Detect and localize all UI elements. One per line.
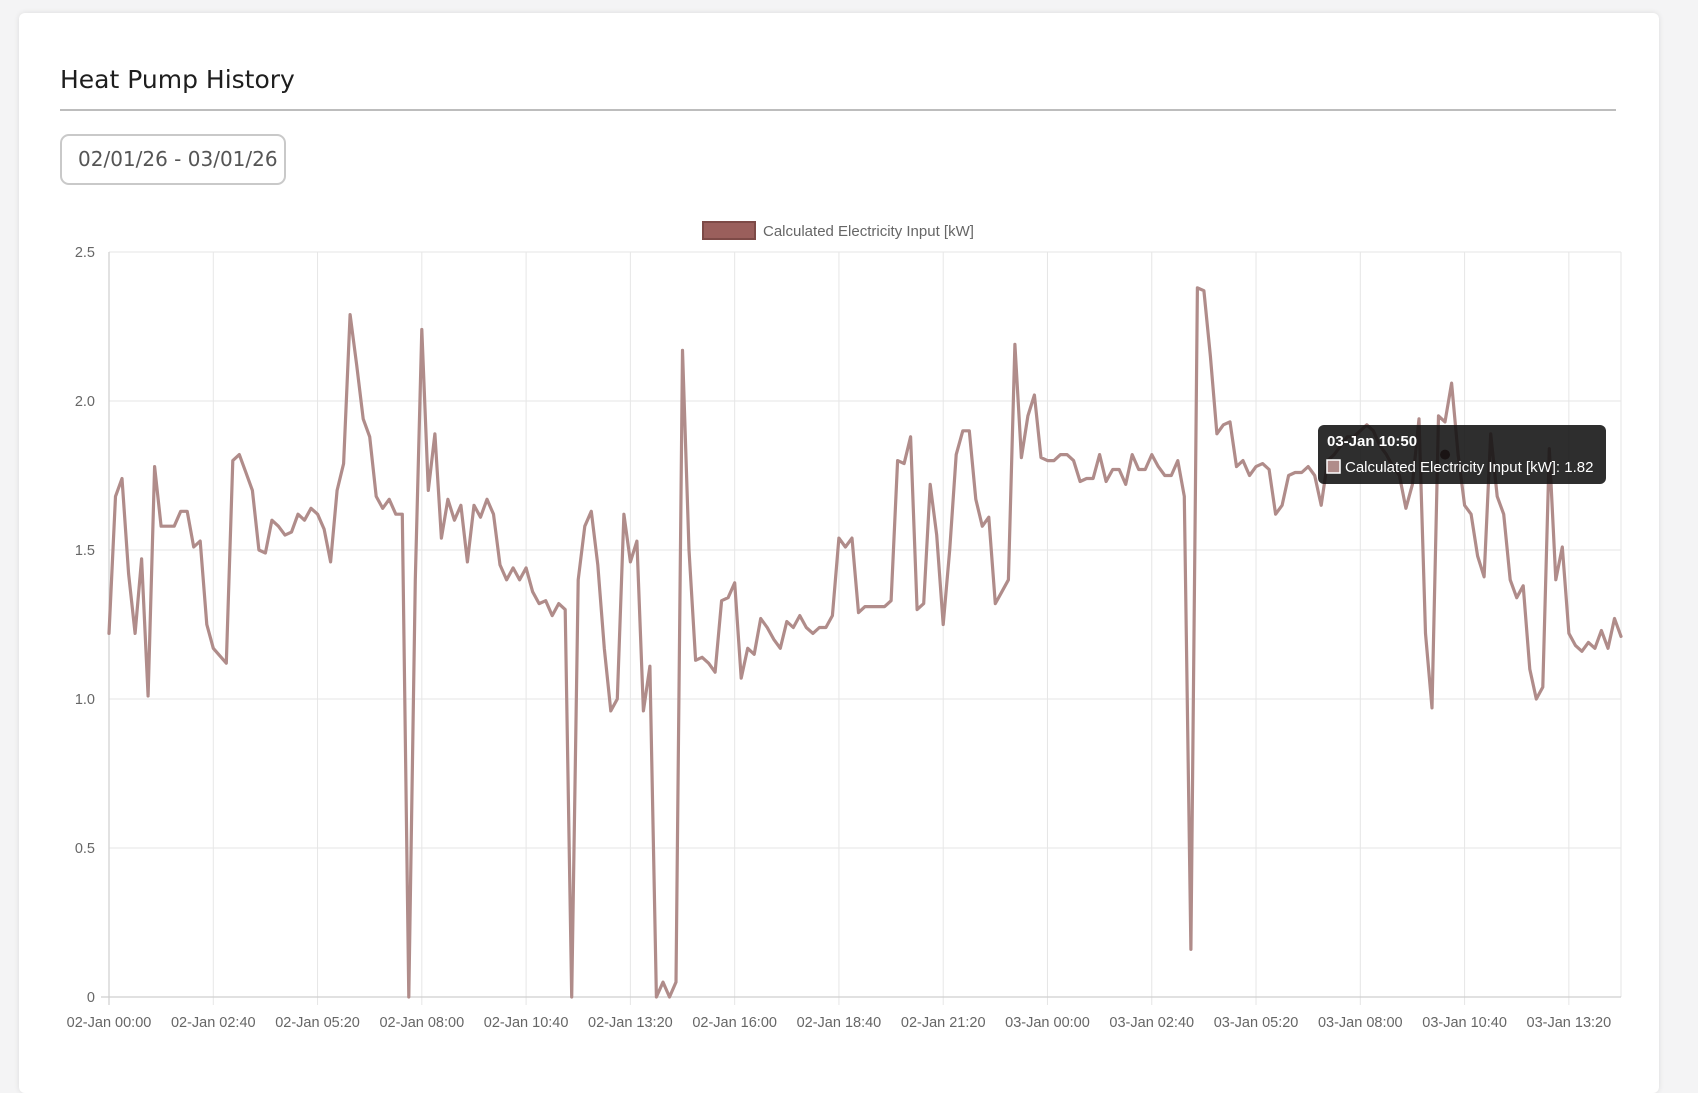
y-tick-label: 0 (87, 990, 95, 1006)
tooltip-label: Calculated Electricity Input [kW]: 1.82 (1345, 459, 1593, 476)
x-tick-label: 03-Jan 10:40 (1422, 1015, 1507, 1031)
series-layer (107, 286, 1623, 999)
title-divider (60, 109, 1616, 111)
x-tick-label: 03-Jan 02:40 (1109, 1015, 1194, 1031)
x-tick-label: 03-Jan 13:20 (1527, 1015, 1612, 1031)
x-tick-label: 02-Jan 18:40 (797, 1015, 882, 1031)
series-line[interactable] (107, 286, 1623, 999)
x-tick-label: 02-Jan 21:20 (901, 1015, 986, 1031)
x-tick-label: 02-Jan 13:20 (588, 1015, 673, 1031)
chart-grid (108, 251, 1622, 1005)
y-tick-label: 1.5 (75, 543, 95, 559)
chart-tooltip: 03-Jan 10:50 Calculated Electricity Inpu… (1318, 425, 1606, 484)
x-tick-label: 02-Jan 08:00 (379, 1015, 464, 1031)
x-tick-label: 03-Jan 08:00 (1318, 1015, 1403, 1031)
x-tick-label: 02-Jan 10:40 (484, 1015, 569, 1031)
y-tick-label: 2.5 (75, 245, 95, 261)
chart-legend[interactable]: Calculated Electricity Input [kW] (702, 221, 974, 240)
date-range-picker[interactable]: 02/01/26 - 03/01/26 (60, 134, 286, 185)
y-tick-label: 1.0 (75, 692, 95, 708)
x-tick-label: 02-Jan 16:00 (692, 1015, 777, 1031)
tooltip-background (1318, 425, 1606, 484)
legend-swatch[interactable] (702, 221, 756, 240)
legend-label[interactable]: Calculated Electricity Input [kW] (763, 223, 974, 240)
tooltip-title: 03-Jan 10:50 (1327, 433, 1417, 450)
page-title: Heat Pump History (60, 65, 295, 94)
x-tick-label: 03-Jan 00:00 (1005, 1015, 1090, 1031)
y-axis-ticks: 0 0.5 1.0 1.5 2.0 2.5 (75, 245, 95, 1006)
tooltip-swatch (1326, 459, 1341, 474)
x-tick-label: 03-Jan 05:20 (1214, 1015, 1299, 1031)
x-axis-ticks: 02-Jan 00:00 02-Jan 02:40 02-Jan 05:20 02-J… (67, 1015, 1612, 1031)
y-tick-label: 0.5 (75, 841, 95, 857)
x-tick-label: 02-Jan 05:20 (275, 1015, 360, 1031)
x-tick-label: 02-Jan 00:00 (67, 1015, 152, 1031)
y-tick-label: 2.0 (75, 394, 95, 410)
x-tick-label: 02-Jan 02:40 (171, 1015, 256, 1031)
chart-axes (101, 252, 1621, 1005)
